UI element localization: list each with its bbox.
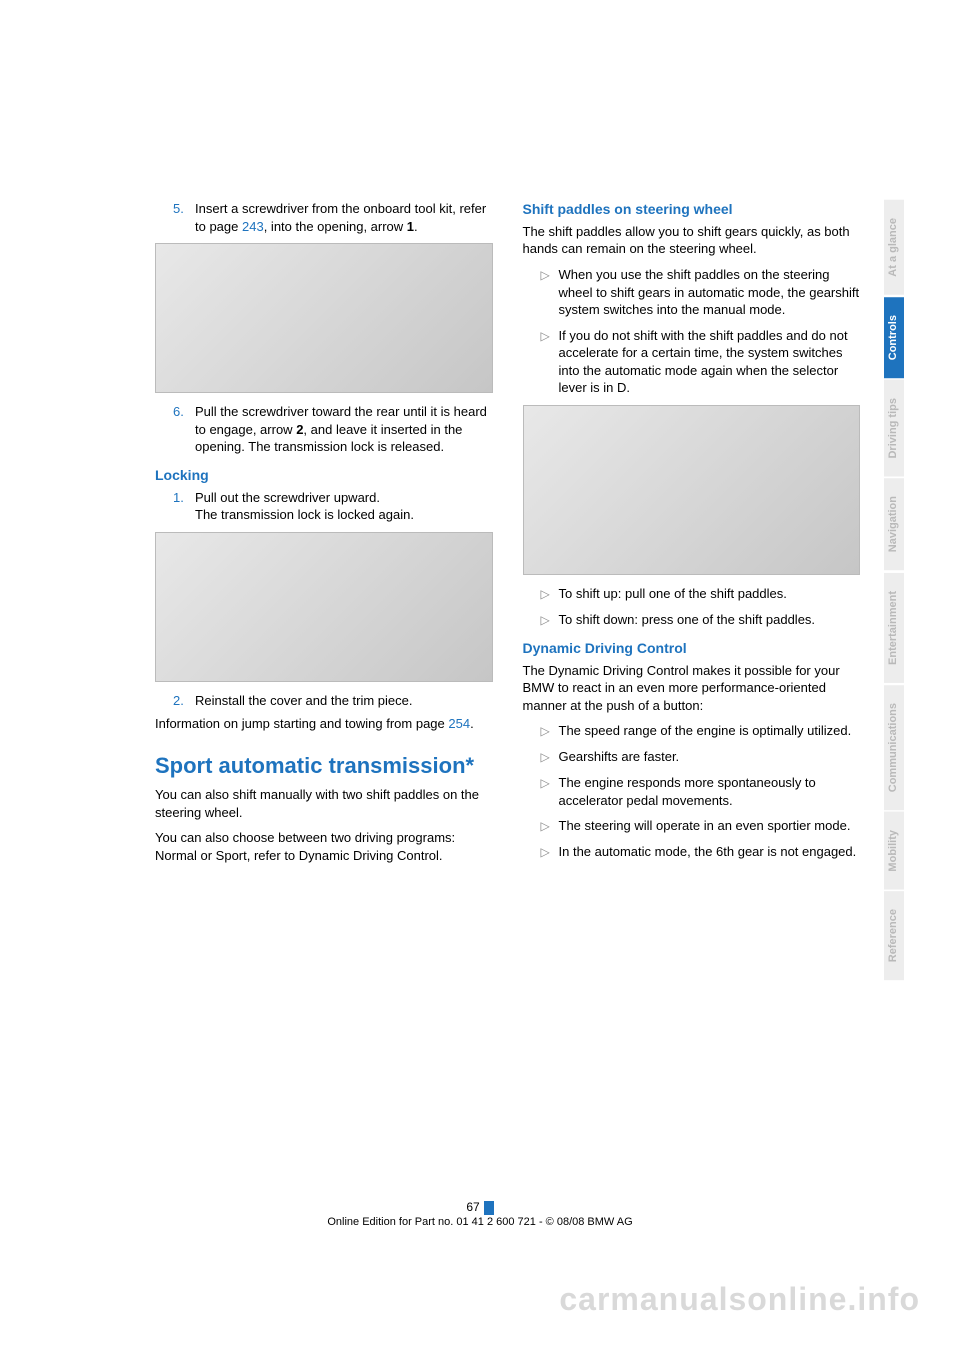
figure-steering-wheel-paddles [523,405,861,575]
bullet-icon: ▷ [541,748,559,766]
tab-mobility[interactable]: Mobility [884,812,904,890]
list-item: ▷ The engine responds more spontaneously… [541,774,861,809]
paragraph: The shift paddles allow you to shift gea… [523,223,861,258]
tab-communications[interactable]: Communications [884,685,904,810]
bullet-icon: ▷ [541,774,559,809]
page-link-254[interactable]: 254 [448,716,470,731]
subheading-dynamic-driving: Dynamic Driving Control [523,639,861,658]
list-number: 2. [173,692,195,710]
tab-driving-tips[interactable]: Driving tips [884,380,904,477]
list-item: ▷ The speed range of the engine is optim… [541,722,861,740]
tab-reference[interactable]: Reference [884,891,904,980]
page: 5. Insert a screwdriver from the onboard… [0,0,960,1358]
list-item: ▷ When you use the shift paddles on the … [541,266,861,319]
list-item: ▷ To shift up: pull one of the shift pad… [541,585,861,603]
list-body: Insert a screwdriver from the onboard to… [195,200,493,235]
bullet-icon: ▷ [541,266,559,319]
footer: 67 Online Edition for Part no. 01 41 2 6… [0,1200,960,1228]
subheading-shift-paddles: Shift paddles on steering wheel [523,200,861,219]
list-number: 6. [173,403,195,456]
step-5: 5. Insert a screwdriver from the onboard… [173,200,493,235]
page-number: 67 [466,1200,479,1214]
content-columns: 5. Insert a screwdriver from the onboard… [155,200,860,872]
text: Pull out the screwdriver upward. [195,489,493,507]
section-heading-sport-transmission: Sport automatic transmission* [155,753,493,778]
figure-screwdriver-pull [155,532,493,682]
side-tabs: At a glance Controls Driving tips Naviga… [884,200,904,983]
tab-at-a-glance[interactable]: At a glance [884,200,904,295]
list-body: When you use the shift paddles on the st… [559,266,861,319]
left-column: 5. Insert a screwdriver from the onboard… [155,200,493,872]
list-number: 1. [173,489,195,524]
list-body: The steering will operate in an even spo… [559,817,861,835]
figure-screwdriver-insert [155,243,493,393]
tab-navigation[interactable]: Navigation [884,478,904,570]
tab-entertainment[interactable]: Entertainment [884,573,904,683]
list-body: Pull the screwdriver toward the rear unt… [195,403,493,456]
list-item: ▷ Gearshifts are faster. [541,748,861,766]
bullet-icon: ▷ [541,585,559,603]
list-body: To shift up: pull one of the shift paddl… [559,585,861,603]
list-body: The speed range of the engine is optimal… [559,722,861,740]
locking-step-2: 2. Reinstall the cover and the trim piec… [173,692,493,710]
page-link-243[interactable]: 243 [242,219,264,234]
list-body: Pull out the screwdriver upward. The tra… [195,489,493,524]
bullet-icon: ▷ [541,327,559,397]
list-body: If you do not shift with the shift paddl… [559,327,861,397]
list-number: 5. [173,200,195,235]
tab-controls[interactable]: Controls [884,297,904,378]
list-body: Reinstall the cover and the trim piece. [195,692,493,710]
bullet-icon: ▷ [541,843,559,861]
info-paragraph: Information on jump starting and towing … [155,715,493,733]
list-body: Gearshifts are faster. [559,748,861,766]
page-number-bar-icon [484,1201,494,1215]
locking-step-1: 1. Pull out the screwdriver upward. The … [173,489,493,524]
page-number-row: 67 [0,1200,960,1216]
list-body: In the automatic mode, the 6th gear is n… [559,843,861,861]
list-item: ▷ The steering will operate in an even s… [541,817,861,835]
text: Information on jump starting and towing … [155,716,448,731]
paragraph: You can also shift manually with two shi… [155,786,493,821]
step-6: 6. Pull the screwdriver toward the rear … [173,403,493,456]
text: . [470,716,474,731]
text: . [414,219,418,234]
list-body: To shift down: press one of the shift pa… [559,611,861,629]
paragraph: The Dynamic Driving Control makes it pos… [523,662,861,715]
text: , into the opening, arrow [264,219,407,234]
arrow-ref: 1 [407,219,414,234]
list-body: The engine responds more spontaneously t… [559,774,861,809]
list-item: ▷ If you do not shift with the shift pad… [541,327,861,397]
subheading-locking: Locking [155,466,493,485]
watermark: carmanualsonline.info [559,1281,920,1318]
paragraph: You can also choose between two driving … [155,829,493,864]
bullet-icon: ▷ [541,722,559,740]
bullet-icon: ▷ [541,817,559,835]
right-column: Shift paddles on steering wheel The shif… [523,200,861,872]
bullet-icon: ▷ [541,611,559,629]
list-item: ▷ To shift down: press one of the shift … [541,611,861,629]
footer-copyright: Online Edition for Part no. 01 41 2 600 … [0,1216,960,1228]
text: The transmission lock is locked again. [195,506,493,524]
list-item: ▷ In the automatic mode, the 6th gear is… [541,843,861,861]
